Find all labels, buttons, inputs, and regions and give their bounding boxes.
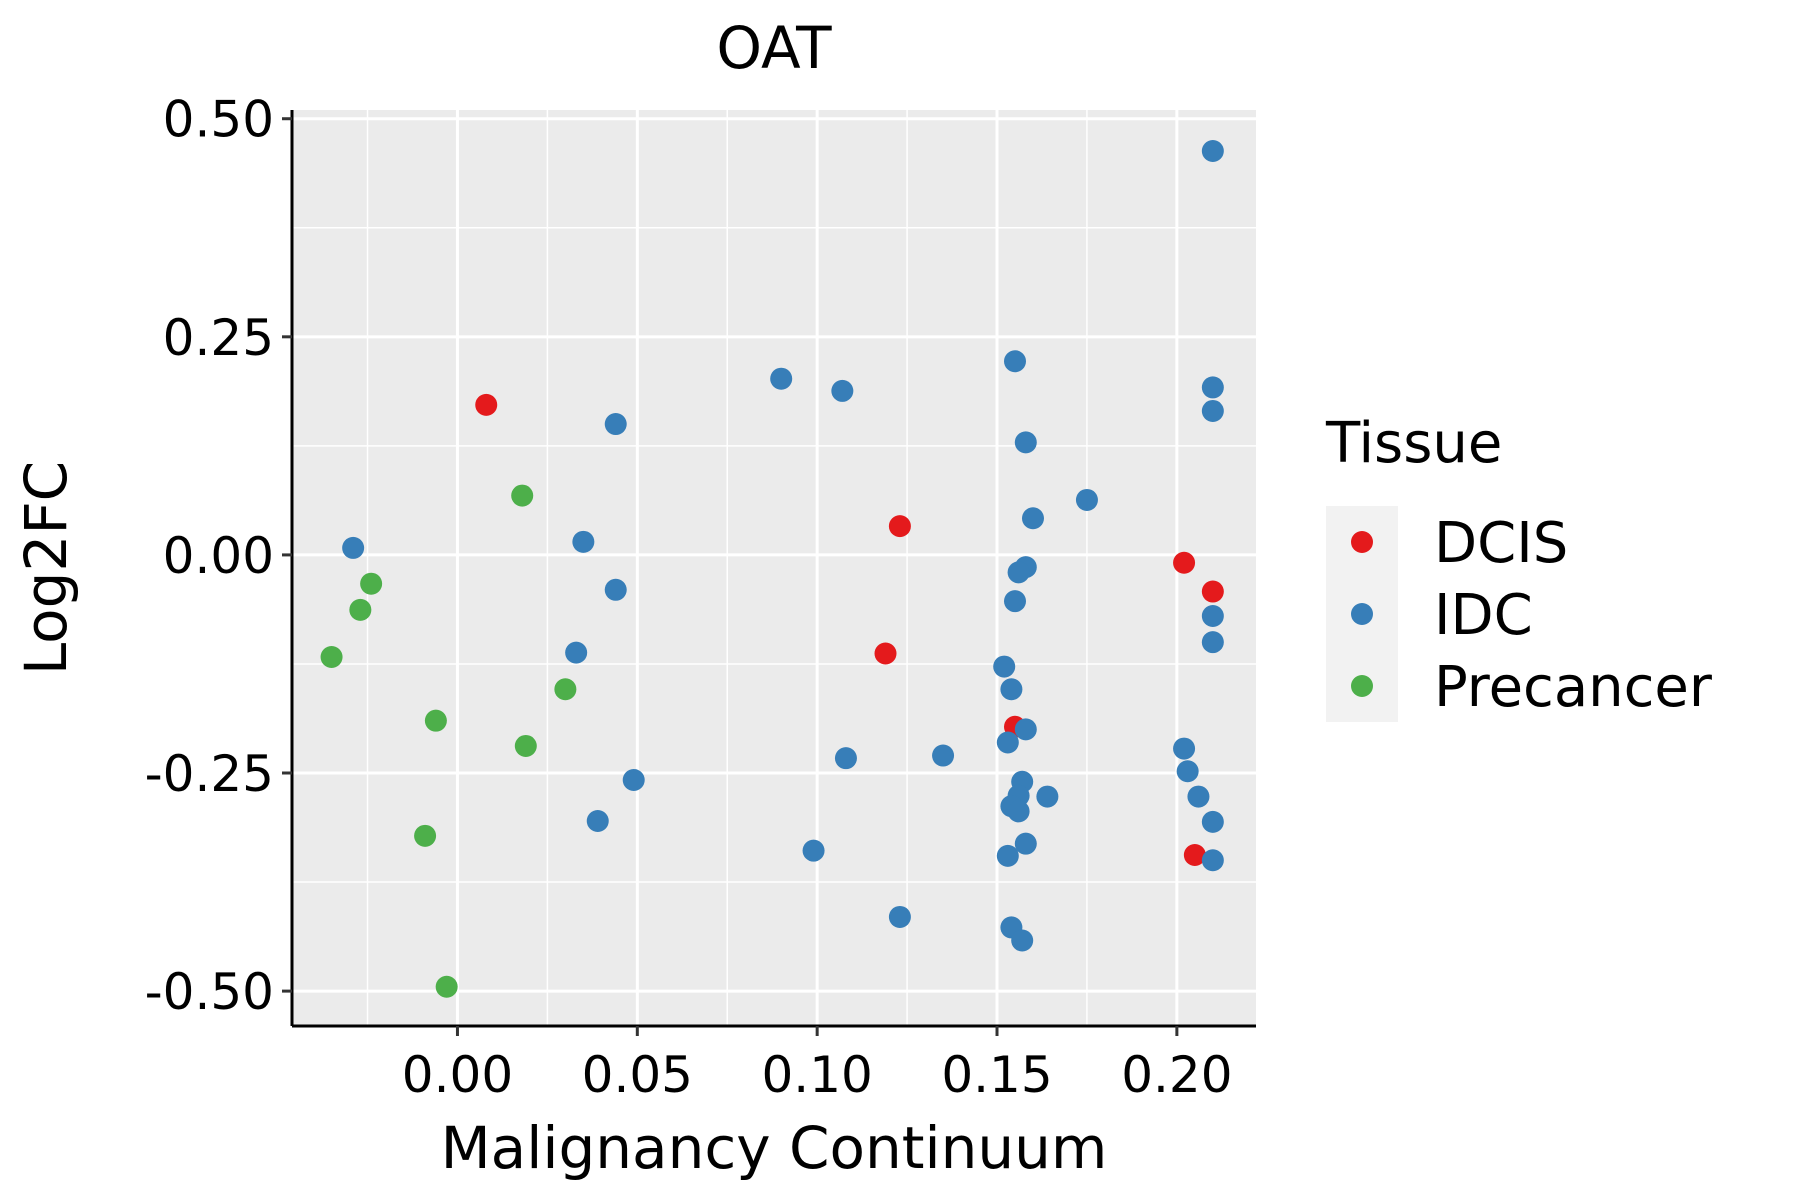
legend-title: Tissue — [1325, 411, 1502, 476]
data-point-idc — [1075, 488, 1098, 511]
data-point-precancer — [435, 975, 458, 998]
y-tick-label: 0.00 — [163, 527, 274, 585]
data-point-idc — [996, 844, 1019, 867]
x-tick-label: 0.10 — [762, 1046, 873, 1104]
data-point-precancer — [554, 678, 577, 701]
data-point-idc — [834, 747, 857, 770]
data-point-idc — [932, 744, 955, 767]
data-point-idc — [1000, 678, 1023, 701]
y-tick-label: -0.50 — [145, 963, 274, 1021]
x-tick-label: 0.00 — [402, 1046, 513, 1104]
data-points — [320, 140, 1224, 998]
legend-key-precancer — [1351, 675, 1373, 697]
data-point-idc — [1201, 140, 1224, 163]
legend-key-idc — [1351, 603, 1373, 625]
data-point-idc — [888, 905, 911, 928]
data-point-idc — [1201, 849, 1224, 872]
data-point-idc — [802, 839, 825, 862]
data-point-precancer — [511, 484, 534, 507]
data-point-idc — [1187, 785, 1210, 808]
legend-label-dcis: DCIS — [1434, 511, 1568, 576]
data-point-idc — [604, 413, 627, 436]
data-point-dcis — [475, 393, 498, 416]
data-point-idc — [1014, 832, 1037, 855]
x-axis-ticks: 0.00 0.05 0.10 0.15 0.20 — [402, 1026, 1233, 1104]
data-point-precancer — [360, 572, 383, 595]
data-point-idc — [993, 655, 1016, 678]
data-point-idc — [1173, 737, 1196, 760]
data-point-dcis — [1201, 580, 1224, 603]
data-point-idc — [831, 379, 854, 402]
series-precancer — [320, 484, 577, 998]
data-point-idc — [1014, 431, 1037, 454]
data-point-dcis — [1183, 844, 1206, 867]
x-axis-title: Malignancy Continuum — [441, 1114, 1108, 1182]
y-tick-label: 0.50 — [163, 91, 274, 149]
data-point-idc — [1021, 507, 1044, 530]
legend-entries: DCIS IDC Precancer — [1351, 511, 1713, 720]
data-point-precancer — [349, 598, 372, 621]
data-point-dcis — [1173, 551, 1196, 574]
x-tick-label: 0.20 — [1121, 1046, 1232, 1104]
data-point-idc — [1011, 929, 1034, 952]
legend: Tissue DCIS IDC Precancer — [1325, 411, 1713, 722]
data-point-idc — [342, 536, 365, 559]
data-point-idc — [572, 530, 595, 553]
plot-title: OAT — [716, 14, 832, 82]
x-tick-label: 0.15 — [941, 1046, 1052, 1104]
series-dcis — [475, 393, 1224, 867]
data-point-idc — [1036, 785, 1059, 808]
y-axis-ticks: 0.50 0.25 0.00 -0.25 -0.50 — [145, 91, 292, 1021]
data-point-idc — [1176, 760, 1199, 783]
data-point-idc — [1004, 590, 1026, 613]
data-point-precancer — [514, 734, 537, 757]
data-point-idc — [1201, 376, 1224, 399]
data-point-idc — [770, 367, 793, 390]
data-point-idc — [586, 809, 609, 832]
series-idc — [342, 140, 1224, 952]
data-point-idc — [1007, 561, 1030, 584]
data-point-idc — [1014, 718, 1037, 741]
data-point-idc — [1201, 631, 1224, 654]
data-point-idc — [1007, 800, 1030, 823]
data-point-idc — [1201, 810, 1224, 833]
data-point-idc — [565, 641, 588, 664]
legend-label-precancer: Precancer — [1434, 655, 1713, 720]
x-tick-label: 0.05 — [582, 1046, 693, 1104]
data-point-dcis — [888, 515, 911, 538]
data-point-precancer — [424, 709, 447, 732]
minor-gridlines — [292, 110, 1256, 1026]
legend-key-dcis — [1351, 531, 1373, 553]
data-point-dcis — [874, 642, 897, 665]
legend-label-idc: IDC — [1434, 583, 1533, 648]
data-point-idc — [996, 731, 1019, 754]
data-point-idc — [604, 578, 627, 601]
data-point-idc — [1201, 399, 1224, 422]
y-tick-label: -0.25 — [145, 745, 274, 803]
data-point-idc — [1004, 350, 1026, 373]
data-point-idc — [622, 768, 645, 791]
y-axis-title: Log2FC — [12, 461, 80, 675]
data-point-idc — [1201, 604, 1224, 627]
data-point-precancer — [414, 824, 437, 847]
y-tick-label: 0.25 — [163, 309, 274, 367]
plot-panel — [292, 110, 1256, 1026]
data-point-precancer — [320, 645, 343, 668]
axes — [290, 110, 1256, 1028]
